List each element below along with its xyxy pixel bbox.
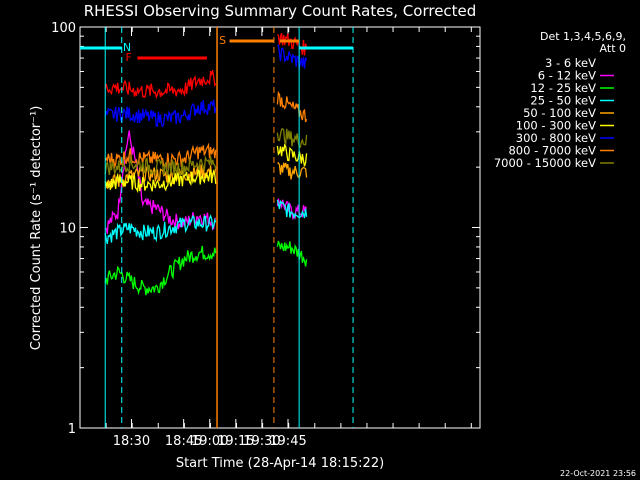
x-tick-label: 18:30 (113, 434, 150, 449)
series-line (276, 176, 308, 205)
series-line (276, 127, 308, 148)
series-line (276, 90, 308, 123)
flag-label: S (219, 34, 226, 47)
x-tick-label: 19:00 (191, 434, 228, 449)
chart-title: RHESSI Observing Summary Count Rates, Co… (84, 2, 477, 20)
flag-label: N (123, 41, 131, 54)
legend-label: 100 - 300 keV (516, 119, 596, 133)
x-tick-label: 18:45 (165, 434, 202, 449)
flag-label: F (126, 51, 132, 64)
detectors-label: Det 1,3,4,5,6,9, (540, 30, 626, 43)
series-line (104, 214, 217, 245)
legend-label: 50 - 100 keV (523, 106, 596, 120)
footer-date: 22-Oct-2021 23:56 (560, 469, 636, 478)
y-tick-label: 10 (59, 222, 76, 237)
series-line (104, 167, 217, 194)
y-tick-label: 100 (51, 21, 76, 36)
series-line (276, 143, 308, 167)
x-tick-label: 19:45 (269, 434, 306, 449)
attenuator-label: Att 0 (600, 42, 626, 55)
series-line (277, 162, 308, 180)
legend-label: 800 - 7000 keV (508, 144, 596, 158)
series-line (276, 240, 308, 267)
x-tick-label: 19:15 (217, 434, 254, 449)
legend-label: 6 - 12 keV (538, 69, 596, 83)
y-tick-label: 1 (68, 422, 76, 437)
legend-label: 3 - 6 keV (545, 56, 596, 70)
series-line (104, 130, 217, 234)
x-tick-label: 19:30 (243, 434, 280, 449)
y-axis-label: Corrected Count Rate (s⁻¹ detector⁻¹) (29, 106, 44, 351)
legend-label: 7000 - 15000 keV (494, 156, 596, 170)
axes-frame (79, 26, 481, 429)
legend-label: 25 - 50 keV (530, 94, 596, 108)
x-axis-label: Start Time (28-Apr-14 18:15:22) (176, 456, 384, 471)
series-line (276, 199, 308, 220)
legend-label: 300 - 800 keV (516, 131, 596, 145)
legend-label: 12 - 25 keV (530, 81, 596, 95)
series-line (104, 155, 217, 177)
series-line (276, 44, 308, 69)
series-line (104, 142, 217, 170)
series-line (104, 70, 217, 100)
series-line (104, 99, 217, 128)
series-line (104, 176, 217, 220)
series-line (104, 245, 217, 296)
